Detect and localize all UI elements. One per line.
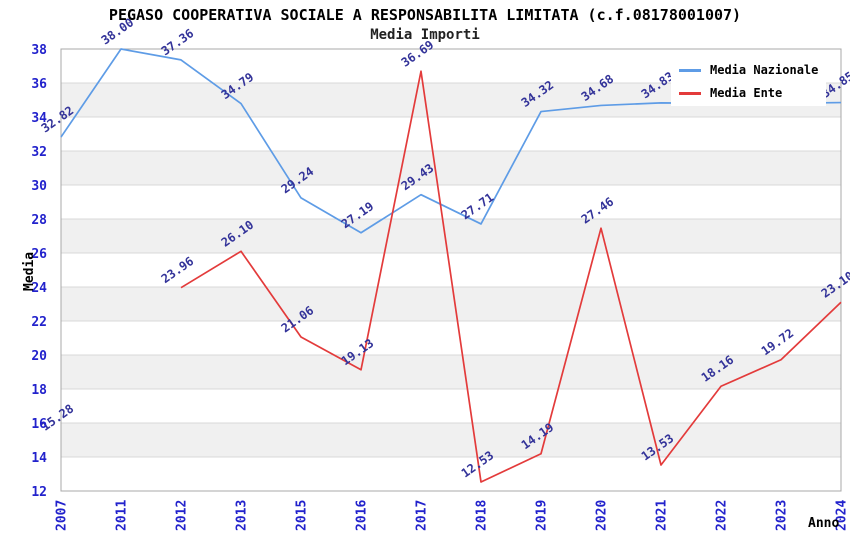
x-tick-label: 2021 (655, 500, 670, 531)
media-ente-line (180, 70, 842, 483)
plot-band (61, 287, 841, 321)
legend-label-media-nazionale: Media Nazionale (710, 63, 819, 77)
y-tick-label: 30 (31, 179, 47, 194)
legend-swatch-media-ente (679, 91, 701, 95)
plot-band (61, 457, 841, 491)
x-tick-label: 2015 (295, 500, 310, 531)
x-tick-label: 2019 (535, 500, 550, 531)
plot-band (61, 117, 841, 151)
plot-band (61, 321, 841, 355)
x-tick-label: 2024 (835, 500, 850, 531)
y-tick-label: 14 (31, 451, 47, 466)
x-tick-label: 2018 (475, 500, 490, 531)
plot-border (60, 48, 842, 492)
y-tick-label: 12 (31, 485, 47, 500)
y-tick-label: 26 (31, 247, 47, 262)
legend-swatch-media-nazionale (679, 68, 701, 72)
plot-band (61, 151, 841, 185)
y-tick-label: 20 (31, 349, 47, 364)
y-tick-label: 34 (31, 111, 47, 126)
y-axis-title: Media (22, 252, 37, 291)
plot-band (61, 185, 841, 219)
plot-band (61, 389, 841, 423)
media-nazionale-point-label: 38.00 (99, 15, 137, 47)
x-tick-label: 2023 (775, 500, 790, 531)
y-tick-label: 28 (31, 213, 47, 228)
x-tick-label: 2012 (175, 500, 190, 531)
legend-item-media-ente: Media Ente (679, 86, 818, 100)
y-tick-label: 18 (31, 383, 47, 398)
legend-label-media-ente: Media Ente (710, 86, 783, 100)
x-tick-label: 2017 (415, 500, 430, 531)
plot-band (61, 219, 841, 253)
y-tick-label: 32 (31, 145, 47, 160)
x-axis-title: Anno (808, 516, 839, 531)
plot-band (61, 355, 841, 389)
x-tick-label: 2013 (235, 500, 250, 531)
x-tick-label: 2016 (355, 500, 370, 531)
y-tick-label: 36 (31, 77, 47, 92)
chart-title: PEGASO COOPERATIVA SOCIALE A RESPONSABIL… (108, 6, 742, 24)
legend: Media Nazionale Media Ente (671, 57, 827, 106)
y-tick-label: 24 (31, 281, 47, 296)
legend-item-media-nazionale: Media Nazionale (679, 63, 818, 77)
plot-band (61, 423, 841, 457)
x-tick-label: 2022 (715, 500, 730, 531)
x-tick-label: 2011 (115, 500, 130, 531)
y-tick-label: 22 (31, 315, 47, 330)
y-tick-label: 16 (31, 417, 47, 432)
chart-subtitle: Media Importi (370, 27, 480, 43)
x-tick-label: 2020 (595, 500, 610, 531)
x-tick-label: 2007 (55, 500, 70, 531)
y-tick-label: 38 (31, 43, 47, 58)
